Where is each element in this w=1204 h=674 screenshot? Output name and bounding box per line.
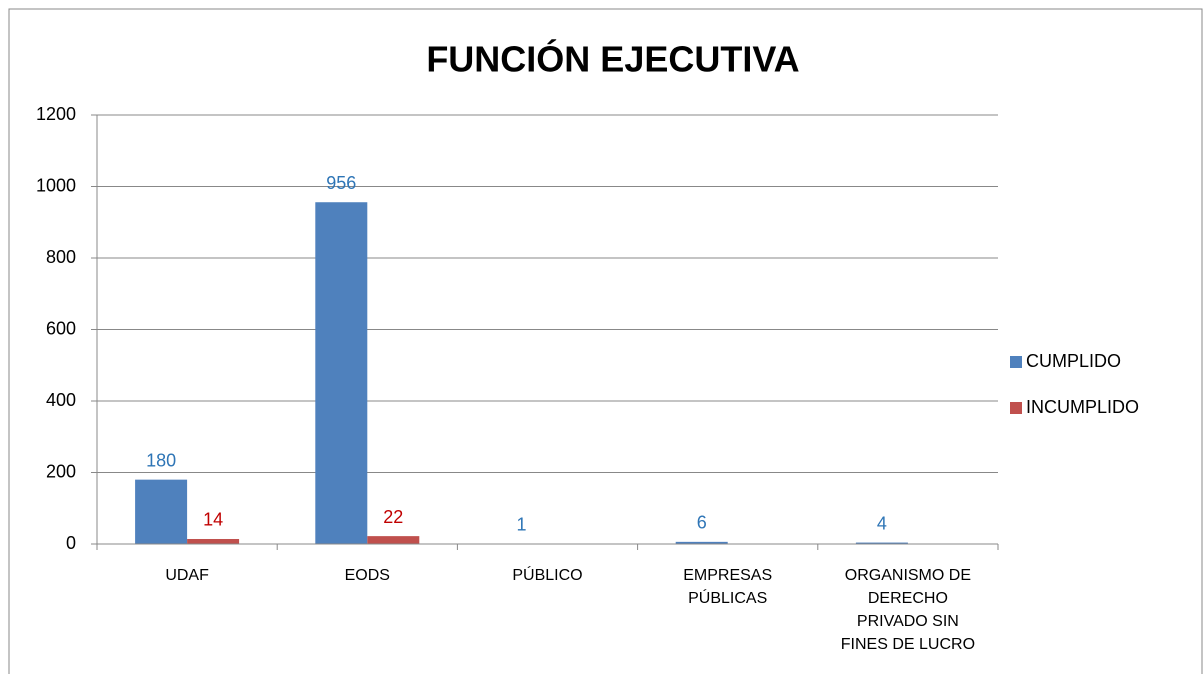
x-tick-label: PÚBLICO <box>512 567 583 584</box>
legend-swatch <box>1010 356 1022 368</box>
chart-frame <box>8 8 1203 674</box>
bar <box>367 536 420 544</box>
bar <box>315 202 368 545</box>
legend-label: INCUMPLIDO <box>1026 397 1139 417</box>
bar <box>187 538 240 544</box>
x-tick-label: UDAF <box>165 567 209 584</box>
legend-label: CUMPLIDO <box>1026 351 1121 371</box>
y-tick-label: 1000 <box>36 175 76 195</box>
data-label: 4 <box>877 513 887 533</box>
data-label: 956 <box>326 173 356 193</box>
y-tick-label: 0 <box>66 533 76 553</box>
chart-title: FUNCIÓN EJECUTIVA <box>426 38 799 80</box>
x-tick-label: ORGANISMO DE DERECHO PRIVADO SIN FINES D… <box>840 567 976 653</box>
bar <box>675 541 728 544</box>
y-tick-label: 1200 <box>36 104 76 124</box>
data-label: 22 <box>383 507 403 527</box>
y-tick-label: 400 <box>46 390 76 410</box>
y-tick-label: 200 <box>46 461 76 481</box>
y-tick-label: 600 <box>46 318 76 338</box>
data-label: 180 <box>146 450 176 470</box>
data-label: 6 <box>697 513 707 533</box>
bar <box>855 542 908 544</box>
x-tick-label: EMPRESAS PÚBLICAS <box>683 567 773 607</box>
y-tick-label: 800 <box>46 247 76 267</box>
data-label: 1 <box>516 514 526 534</box>
data-label: 14 <box>203 510 223 530</box>
legend-swatch <box>1010 402 1022 414</box>
x-tick-label: EODS <box>344 567 390 584</box>
bar <box>135 479 188 544</box>
